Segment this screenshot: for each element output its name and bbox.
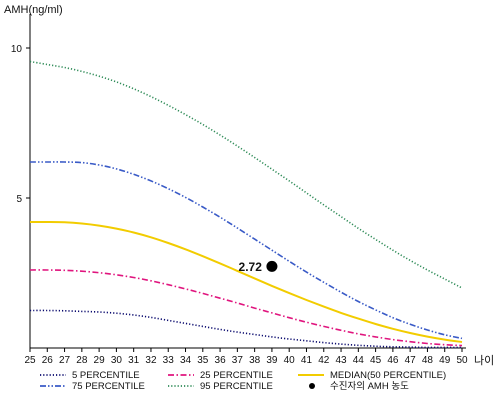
x-tick-label: 25 [24, 355, 36, 366]
x-tick-label: 44 [353, 355, 365, 366]
x-tick-label: 47 [405, 355, 417, 366]
x-tick-label: 50 [456, 355, 468, 366]
x-tick-label: 38 [249, 355, 261, 366]
x-tick-label: 37 [232, 355, 244, 366]
legend-swatch-patient-amh [309, 383, 315, 389]
legend-label-95-percentile: 95 PERCENTILE [200, 381, 273, 392]
legend-label-5-percentile: 5 PERCENTILE [72, 370, 140, 381]
y-tick-label: 5 [16, 194, 22, 205]
x-tick-label: 48 [422, 355, 434, 366]
x-tick-label: 31 [128, 355, 140, 366]
x-tick-label: 41 [301, 355, 313, 366]
patient-amh-value-label: 2.72 [239, 260, 263, 274]
x-tick-label: 33 [163, 355, 175, 366]
x-tick-label: 27 [59, 355, 71, 366]
series-layer [29, 60, 463, 349]
x-tick-label: 28 [76, 355, 88, 366]
series-line-25-percentile [29, 269, 463, 347]
series-line-5-percentile [29, 309, 462, 349]
x-tick-label: 46 [387, 355, 399, 366]
x-tick-label: 43 [335, 355, 347, 366]
x-tick-label: 35 [197, 355, 209, 366]
highlight-point-layer: 2.72 [239, 260, 278, 274]
x-axis-title: 나이 [474, 354, 494, 367]
x-tick-label: 49 [439, 355, 451, 366]
series-line-median-50-percentile [29, 220, 463, 343]
x-tick-label: 34 [180, 355, 192, 366]
legend-label-median-50-percentile: MEDIAN(50 PERCENTILE) [330, 370, 446, 381]
patient-amh-point [266, 260, 278, 272]
x-tick-label: 30 [111, 355, 123, 366]
legend-label-25-percentile: 25 PERCENTILE [200, 370, 273, 381]
x-tick-label: 45 [370, 355, 382, 366]
x-tick-label: 26 [42, 355, 54, 366]
legend-label-patient-amh: 수진자의 AMH 농도 [330, 381, 409, 392]
x-tick-label: 36 [215, 355, 227, 366]
x-tick-label: 29 [94, 355, 106, 366]
x-tick-label: 32 [145, 355, 157, 366]
x-tick-label: 40 [284, 355, 296, 366]
x-tick-label: 39 [266, 355, 278, 366]
series-line-95-percentile [29, 60, 463, 289]
y-tick-label: 10 [11, 44, 23, 55]
x-tick-label: 42 [318, 355, 330, 366]
y-axis-title: AMH(ng/ml) [4, 4, 63, 16]
legend-label-75-percentile: 75 PERCENTILE [72, 381, 145, 392]
axes-layer: AMH(ng/ml) 나이 25 26 27 28 29 30 31 32 33 34 35 36 37… [4, 4, 494, 367]
